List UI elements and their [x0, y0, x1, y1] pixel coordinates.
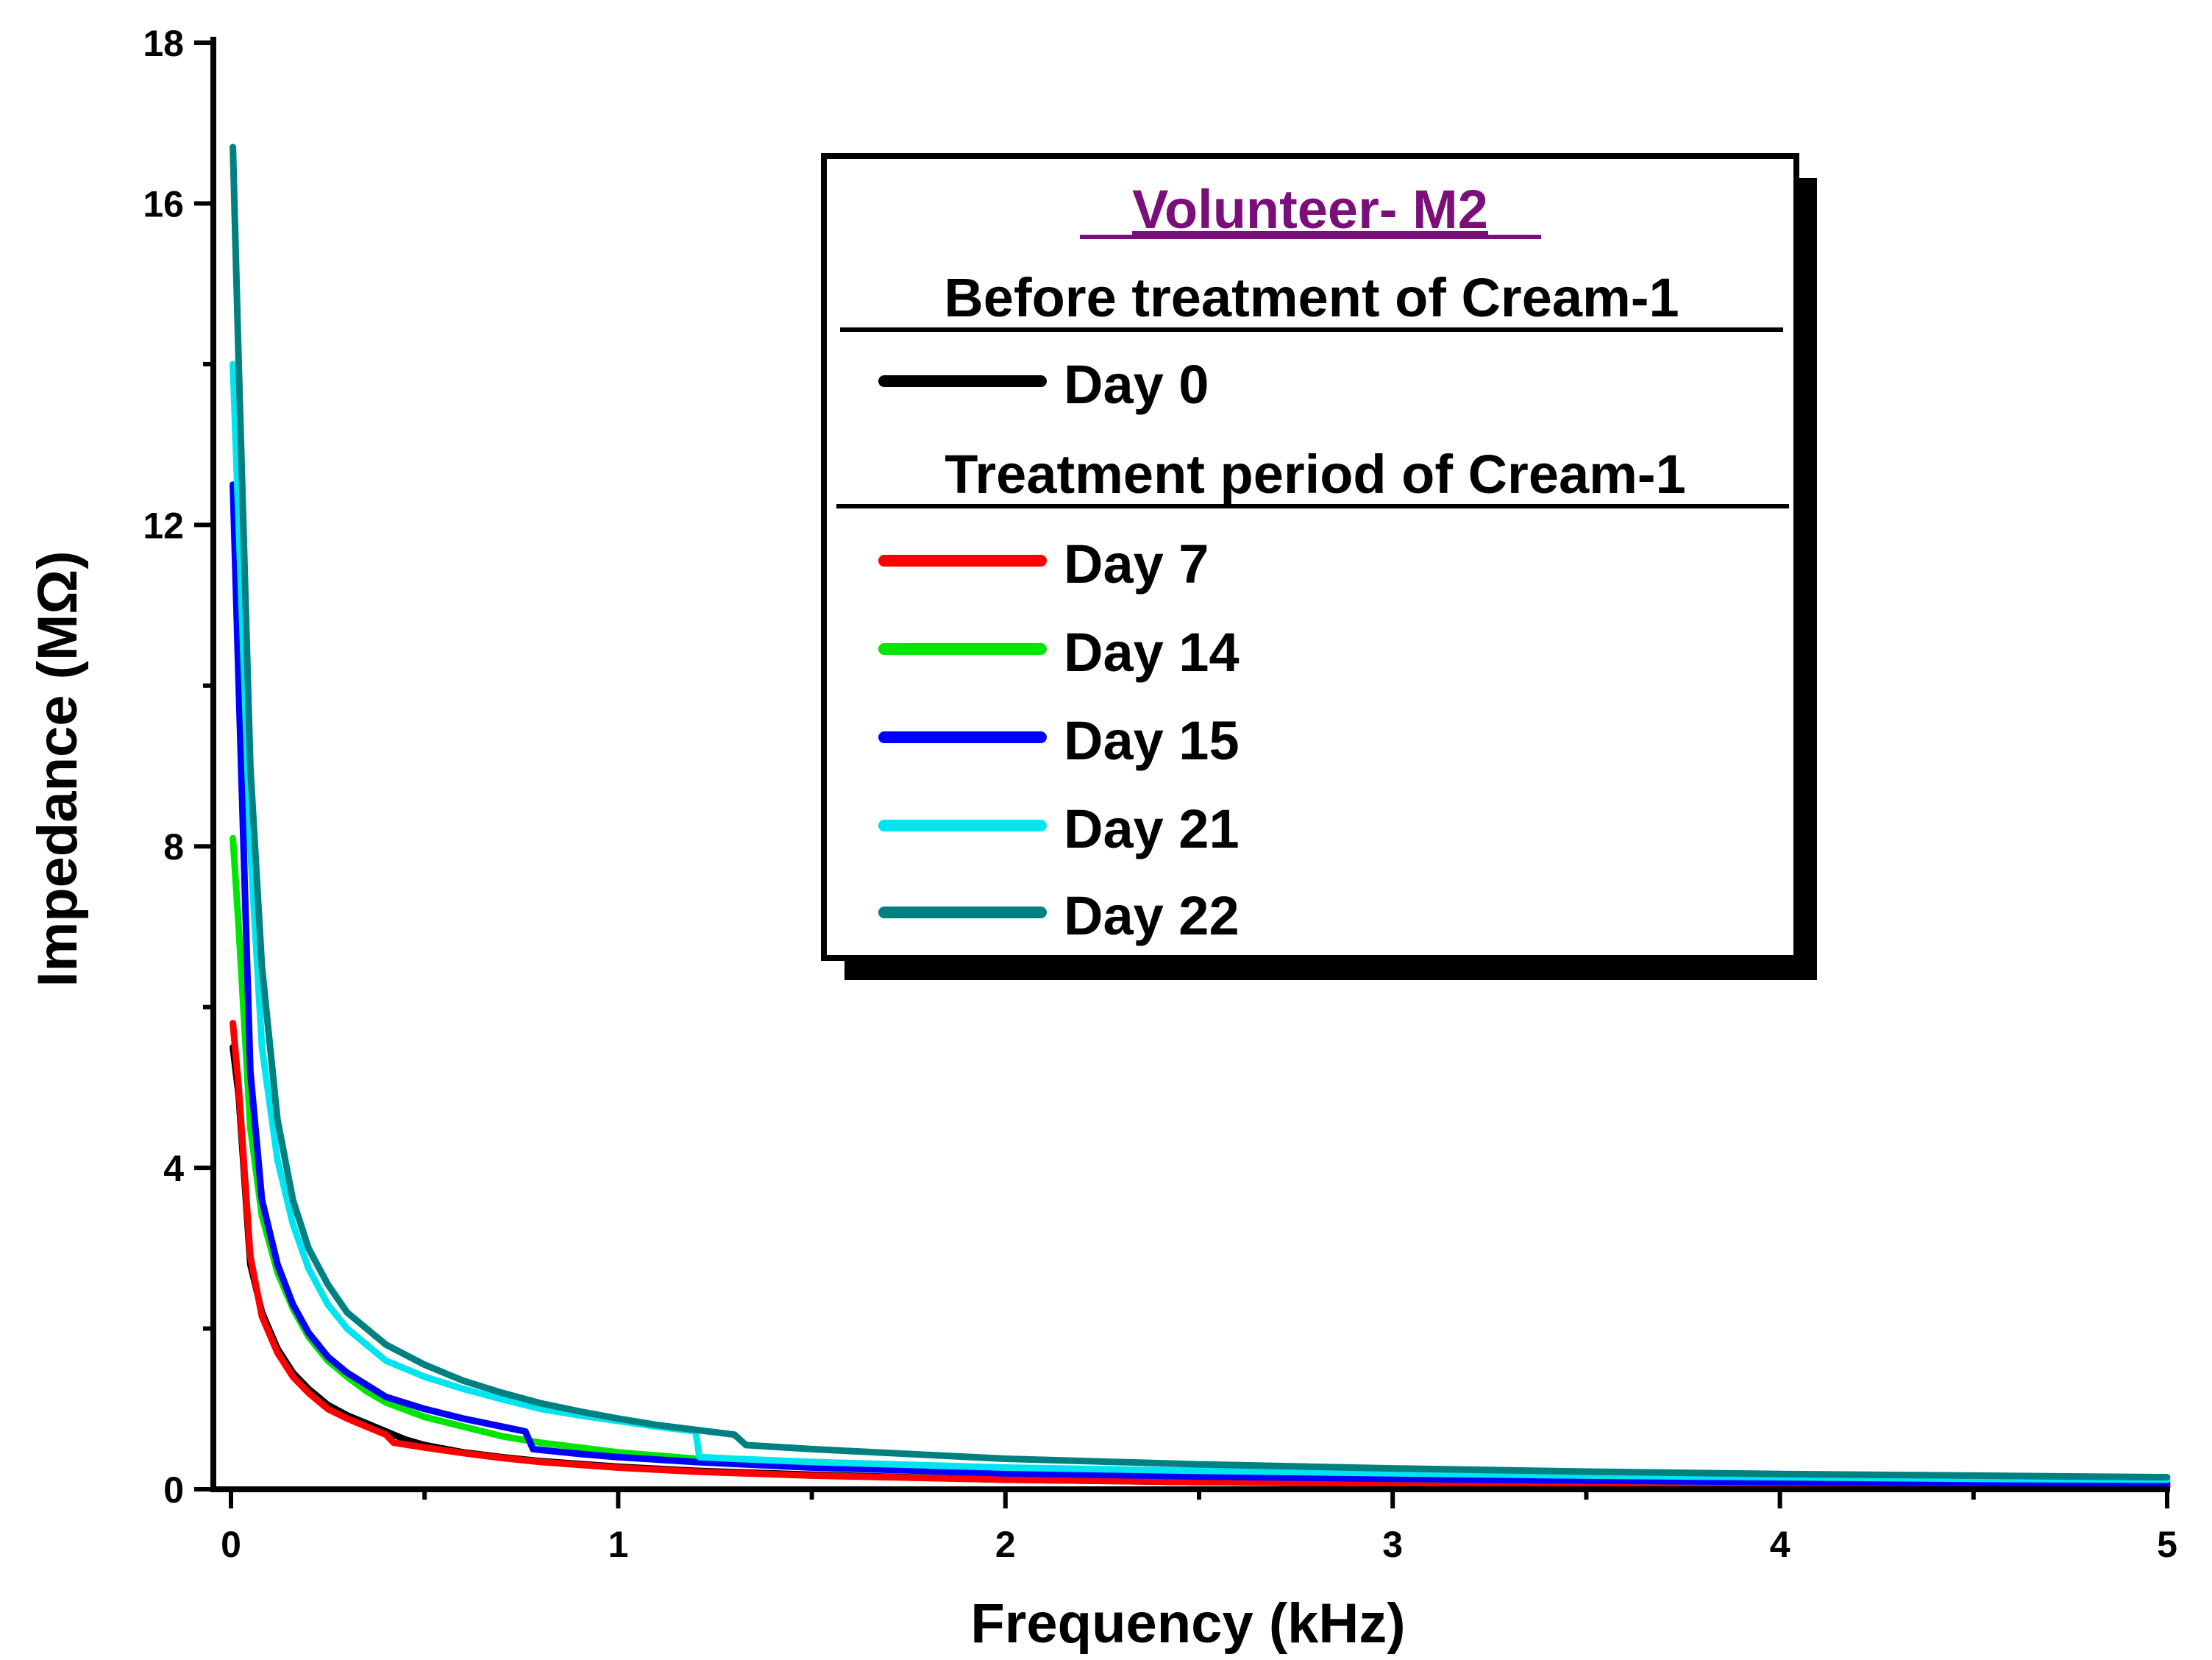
y-tick-label: 16: [143, 183, 184, 224]
y-tick-label: 8: [163, 826, 184, 868]
series-line-day-7: [230, 1020, 2171, 1490]
legend-item-day-14: Day 14: [878, 622, 1240, 683]
plot-lines: [230, 143, 2171, 1490]
legend: Volunteer- M2 Before treatment of Cream-…: [821, 153, 1817, 980]
y-tick-label: 18: [143, 23, 184, 64]
legend-item-day-21: Day 21: [878, 798, 1240, 859]
x-tick-label: 4: [1770, 1524, 1790, 1565]
x-tick-label: 1: [608, 1524, 628, 1565]
y-tick-label: 4: [163, 1148, 184, 1189]
series-line-day-22: [230, 143, 2171, 1481]
legend-item-day-22: Day 22: [878, 885, 1240, 946]
legend-title: Volunteer- M2: [1132, 179, 1488, 240]
series-line-day-15: [230, 481, 2171, 1487]
y-tick-label: 0: [163, 1469, 184, 1511]
series-line-day-0: [230, 1043, 2171, 1490]
y-axis-title: Impedance (MΩ): [26, 550, 89, 987]
x-axis-title: Frequency (kHz): [970, 1592, 1405, 1655]
legend-label-day-14: Day 14: [1064, 622, 1240, 683]
x-tick-label: 2: [995, 1524, 1016, 1565]
y-tick-label: 12: [143, 505, 184, 546]
legend-item-day-15: Day 15: [878, 710, 1240, 771]
legend-label-day-0: Day 0: [1064, 354, 1209, 415]
x-tick-label: 0: [221, 1524, 241, 1565]
legend-item-day-7: Day 7: [878, 533, 1209, 595]
x-tick-label: 3: [1382, 1524, 1403, 1565]
legend-label-day-21: Day 21: [1064, 798, 1240, 859]
legend-group-before: Before treatment of Cream-1: [944, 267, 1679, 328]
legend-group-treatment: Treatment period of Cream-1: [945, 444, 1685, 505]
legend-label-day-15: Day 15: [1064, 710, 1240, 771]
legend-label-day-7: Day 7: [1064, 533, 1209, 595]
legend-item-day-0: Day 0: [878, 354, 1209, 415]
legend-label-day-22: Day 22: [1064, 885, 1240, 946]
x-tick-label: 5: [2157, 1524, 2177, 1565]
series-line-day-21: [230, 361, 2171, 1483]
